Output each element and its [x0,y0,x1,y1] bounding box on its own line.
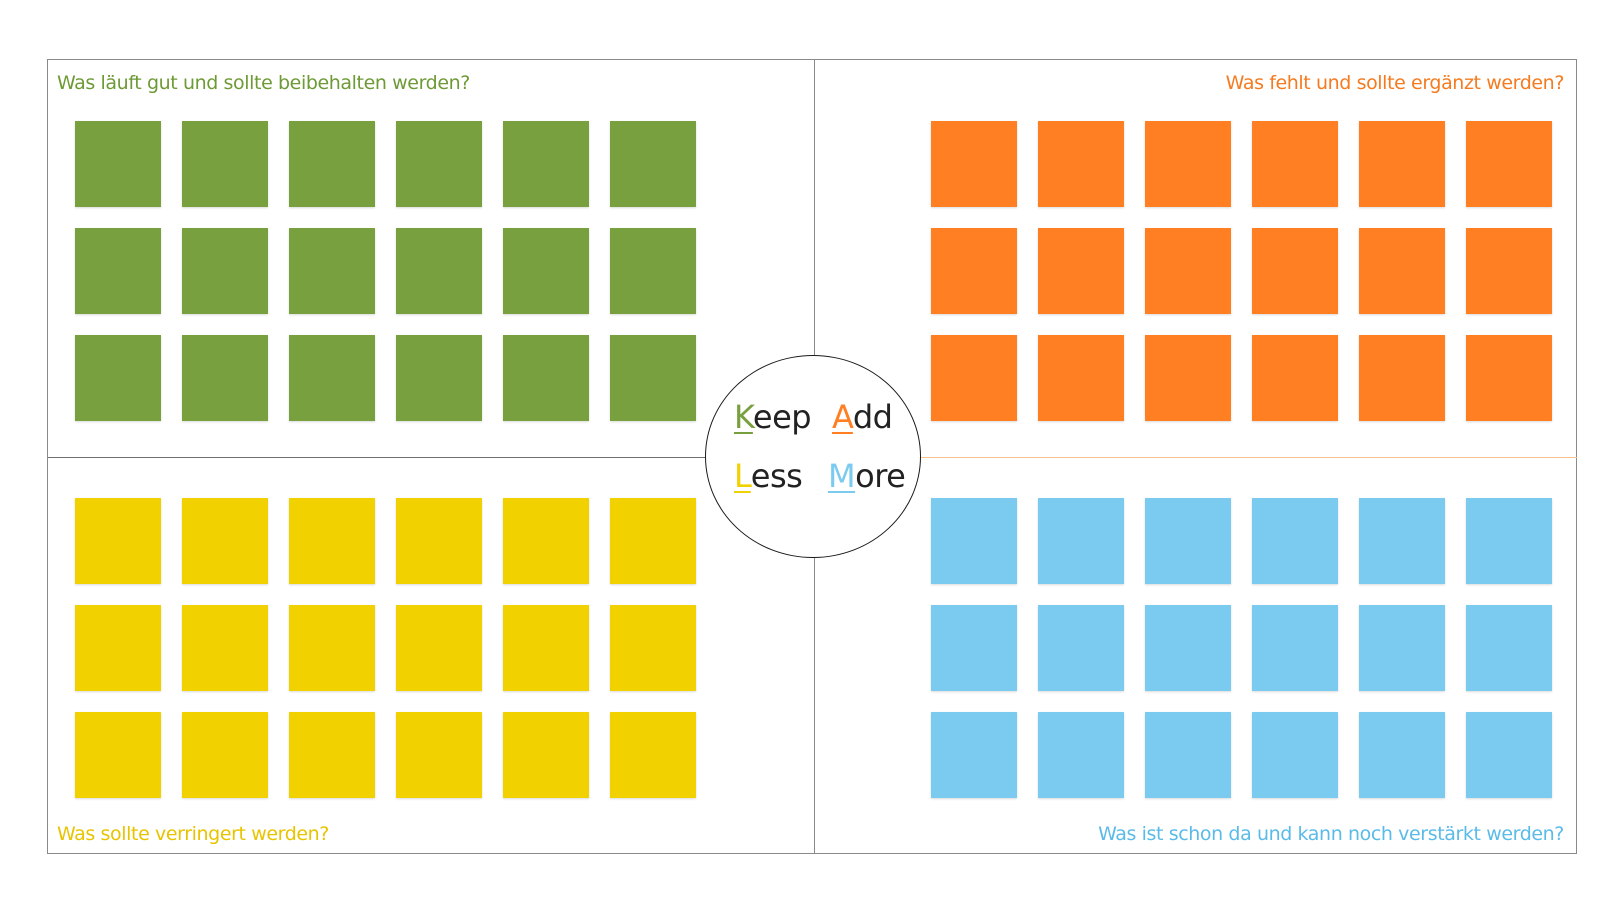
sticky-note[interactable] [396,498,482,584]
sticky-note[interactable] [610,498,696,584]
sticky-note[interactable] [1359,712,1445,798]
sticky-note[interactable] [289,228,375,314]
sticky-note[interactable] [503,605,589,691]
more-label: More [828,457,906,495]
sticky-note[interactable] [1466,335,1552,421]
sticky-note[interactable] [1252,712,1338,798]
sticky-note[interactable] [503,335,589,421]
sticky-note[interactable] [931,228,1017,314]
sticky-note[interactable] [1359,121,1445,207]
sticky-note[interactable] [75,335,161,421]
keep-label: Keep [734,398,812,436]
sticky-note[interactable] [610,605,696,691]
sticky-note[interactable] [1466,498,1552,584]
horizontal-divider-left [48,457,814,458]
sticky-note[interactable] [75,121,161,207]
sticky-note[interactable] [1145,228,1231,314]
sticky-note[interactable] [1466,605,1552,691]
sticky-note[interactable] [75,228,161,314]
sticky-note[interactable] [289,712,375,798]
sticky-note[interactable] [1252,605,1338,691]
sticky-note[interactable] [1145,121,1231,207]
retrospective-board: Was läuft gut und sollte beibehalten wer… [47,59,1577,854]
sticky-note[interactable] [1359,605,1445,691]
sticky-note[interactable] [610,228,696,314]
sticky-note[interactable] [1038,712,1124,798]
sticky-note[interactable] [1466,712,1552,798]
sticky-note[interactable] [289,605,375,691]
sticky-note[interactable] [1038,335,1124,421]
sticky-note[interactable] [289,498,375,584]
sticky-note[interactable] [1252,228,1338,314]
sticky-note[interactable] [1252,121,1338,207]
sticky-note[interactable] [1359,498,1445,584]
sticky-note[interactable] [1252,335,1338,421]
sticky-note[interactable] [182,605,268,691]
sticky-note[interactable] [1466,121,1552,207]
sticky-note[interactable] [931,121,1017,207]
sticky-note[interactable] [503,712,589,798]
less-rest: ess [750,457,803,495]
sticky-note[interactable] [182,228,268,314]
sticky-note[interactable] [182,335,268,421]
horizontal-divider-right [815,457,1577,458]
sticky-note[interactable] [1145,498,1231,584]
sticky-note[interactable] [610,712,696,798]
sticky-note[interactable] [610,121,696,207]
sticky-note[interactable] [1466,228,1552,314]
more-question: Was ist schon da und kann noch verstärkt… [1098,823,1564,845]
sticky-note[interactable] [931,712,1017,798]
sticky-note[interactable] [1145,605,1231,691]
add-question: Was fehlt und sollte ergänzt werden? [1225,72,1565,94]
more-initial: M [828,457,856,495]
sticky-note[interactable] [182,498,268,584]
add-label: Add [832,398,893,436]
add-notes-grid [931,121,1552,421]
sticky-note[interactable] [396,605,482,691]
more-rest: ore [855,457,906,495]
sticky-note[interactable] [289,121,375,207]
sticky-note[interactable] [503,228,589,314]
sticky-note[interactable] [1038,121,1124,207]
sticky-note[interactable] [75,605,161,691]
sticky-note[interactable] [1145,712,1231,798]
add-initial: A [832,398,853,436]
sticky-note[interactable] [503,498,589,584]
sticky-note[interactable] [931,335,1017,421]
keep-initial: K [734,398,753,436]
sticky-note[interactable] [931,605,1017,691]
sticky-note[interactable] [1038,605,1124,691]
sticky-note[interactable] [1145,335,1231,421]
sticky-note[interactable] [396,335,482,421]
sticky-note[interactable] [1038,498,1124,584]
add-rest: dd [852,398,893,436]
sticky-note[interactable] [396,121,482,207]
sticky-note[interactable] [1359,335,1445,421]
sticky-note[interactable] [289,335,375,421]
more-notes-grid [931,498,1552,798]
sticky-note[interactable] [75,712,161,798]
sticky-note[interactable] [182,712,268,798]
sticky-note[interactable] [1359,228,1445,314]
klam-center-circle: Keep Add Less More [705,355,921,558]
sticky-note[interactable] [1252,498,1338,584]
sticky-note[interactable] [396,228,482,314]
keep-notes-grid [75,121,696,421]
sticky-note[interactable] [931,498,1017,584]
sticky-note[interactable] [503,121,589,207]
sticky-note[interactable] [1038,228,1124,314]
less-notes-grid [75,498,696,798]
less-label: Less [734,457,803,495]
sticky-note[interactable] [182,121,268,207]
sticky-note[interactable] [75,498,161,584]
sticky-note[interactable] [610,335,696,421]
sticky-note[interactable] [396,712,482,798]
less-initial: L [734,457,751,495]
less-question: Was sollte verringert werden? [57,823,329,845]
keep-rest: eep [752,398,812,436]
keep-question: Was läuft gut und sollte beibehalten wer… [57,72,470,94]
